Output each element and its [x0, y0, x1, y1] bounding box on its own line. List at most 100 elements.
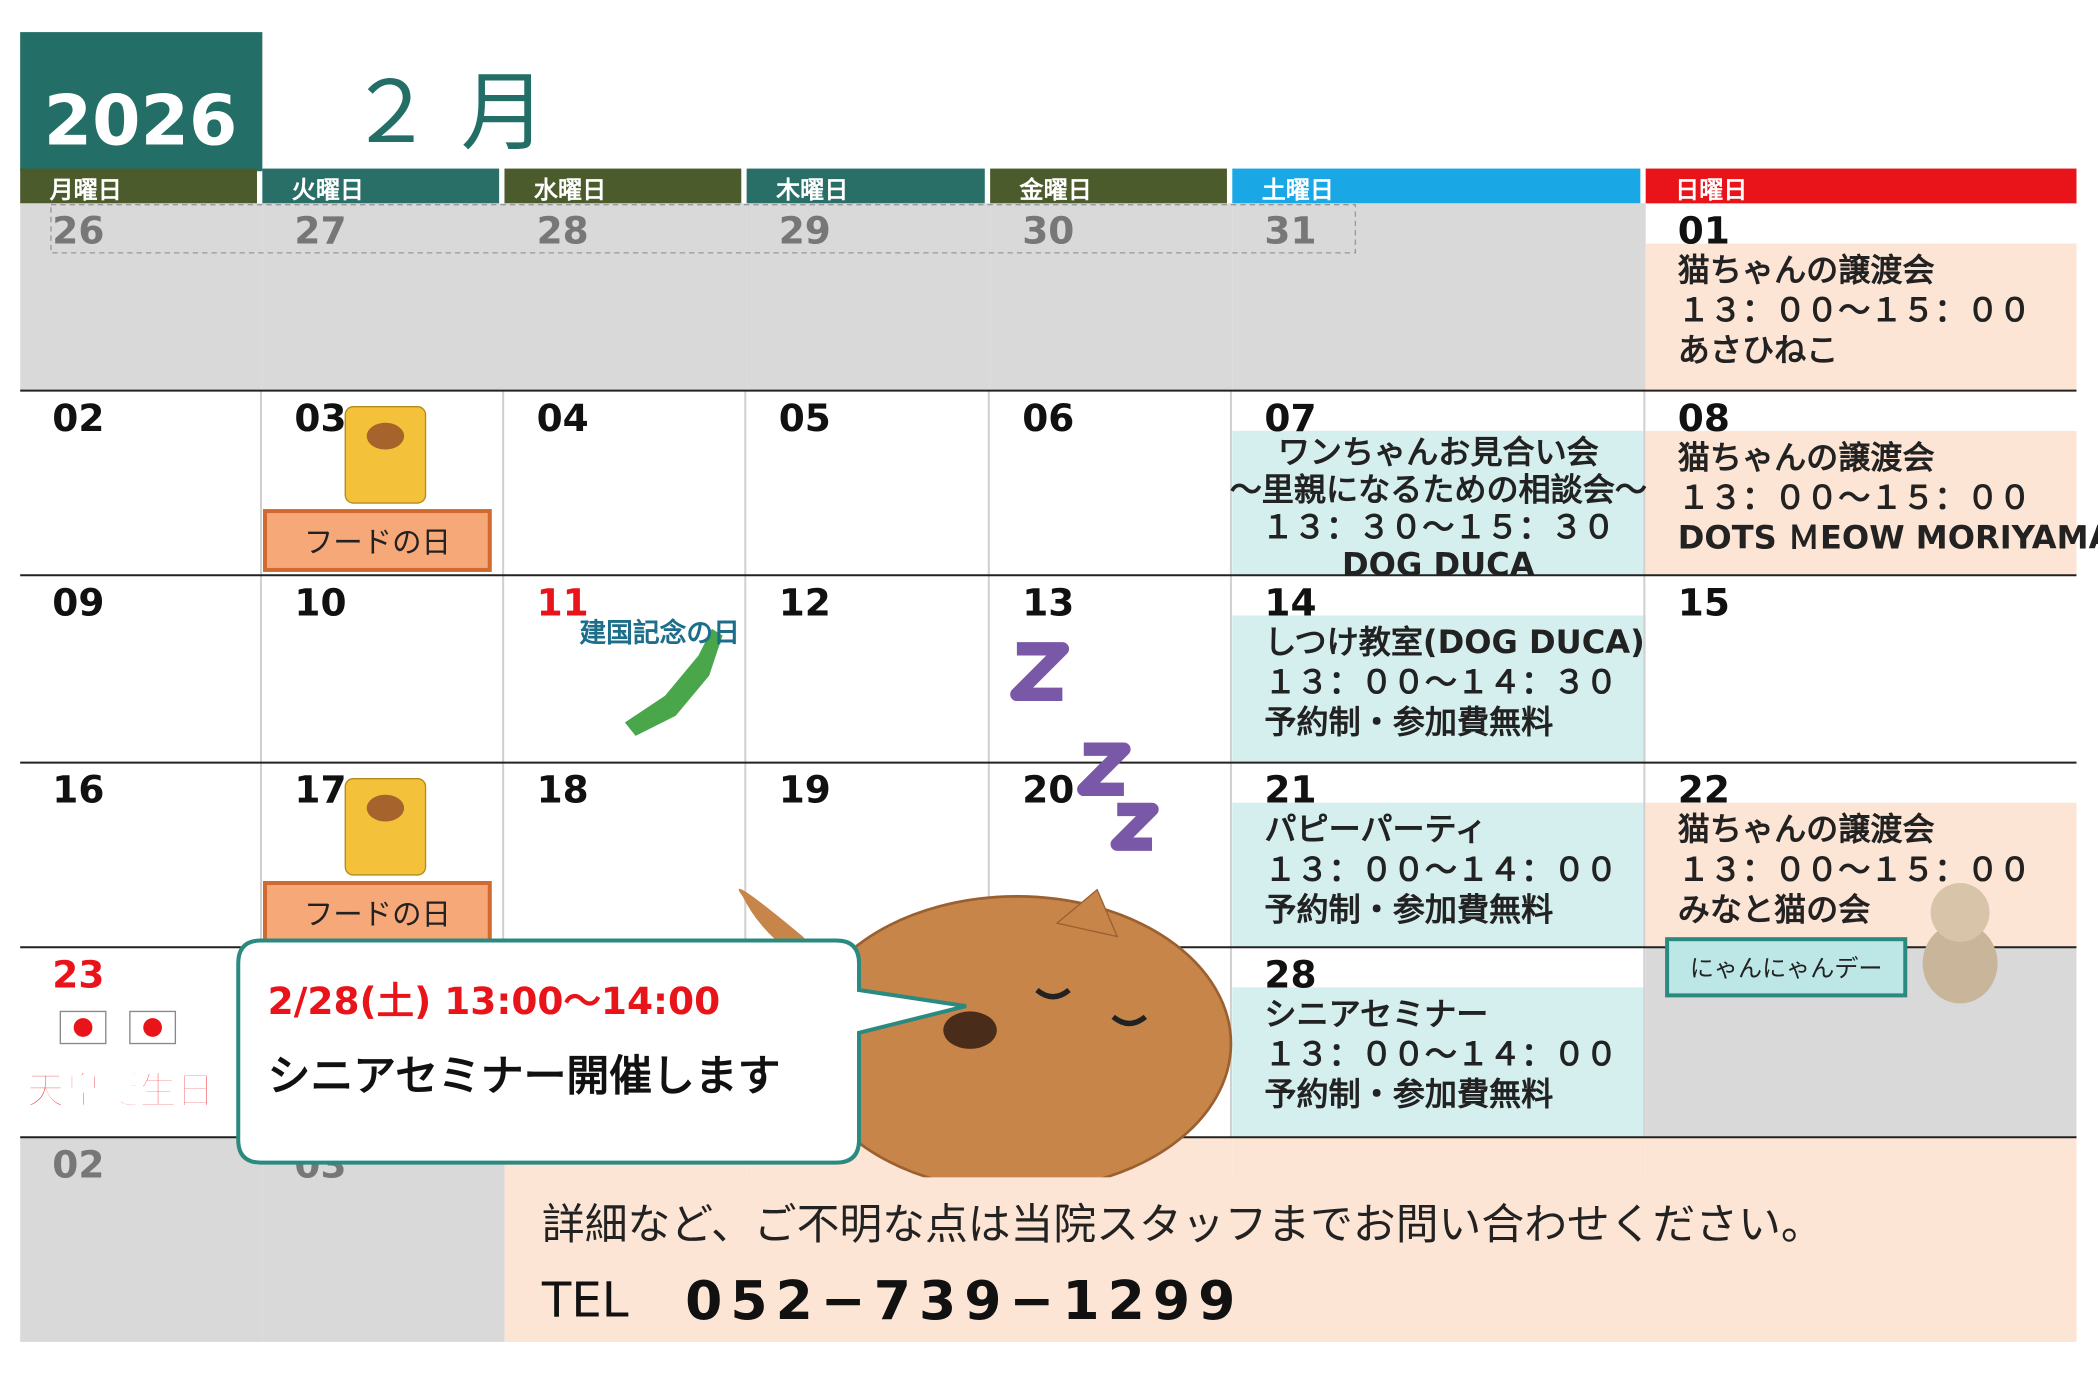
weekday-bar: [1645, 168, 2077, 204]
food-bag: [344, 777, 427, 876]
cell-bg: [262, 1137, 505, 1342]
day-number: 16: [52, 768, 104, 812]
day-number: 07: [1264, 396, 1316, 440]
weekday-bar: [990, 168, 1227, 204]
cell-bg: [20, 203, 263, 391]
event-line: １３：３０〜１５：３０: [1262, 508, 1615, 546]
day-number: 22: [1678, 768, 1730, 812]
day-number: 11: [537, 580, 589, 624]
weekday: 金曜日: [1019, 176, 1092, 204]
day-number: 10: [294, 580, 346, 624]
weekday-bar: [746, 168, 985, 204]
day-number: 17: [294, 768, 346, 812]
event-line: シニアセミナー: [1264, 995, 1488, 1033]
weekday: 水曜日: [534, 176, 606, 204]
event-bg: [1645, 802, 2077, 948]
event-line: 予約制・参加費無料: [1264, 890, 1553, 928]
weekday-bar: [504, 168, 742, 204]
japan-map: [624, 628, 723, 736]
event-line: 〜里親になるための相談会〜: [1230, 470, 1647, 508]
year-box: [20, 32, 263, 172]
dog-nose: [943, 1011, 997, 1049]
footer-note: 詳細など、ご不明な点は当院スタッフまでお問い合わせください。: [542, 1200, 1824, 1250]
cell-bg: [20, 1137, 263, 1342]
day-number: 09: [52, 580, 104, 624]
event-line: 予約制・参加費無料: [1264, 703, 1553, 741]
event-bg: [1232, 615, 1646, 763]
footer-bg: [504, 1177, 2077, 1342]
event-bg: [1232, 430, 1646, 576]
event-line: １３：００〜１４：３０: [1264, 663, 1617, 701]
day-number: 15: [1678, 580, 1730, 624]
flag-sun: [73, 1018, 93, 1037]
day-number: 20: [1022, 768, 1074, 812]
year: 2026: [44, 80, 238, 161]
event-line: みなと猫の会: [1678, 890, 1871, 928]
zzz: [1077, 742, 1131, 797]
day-number: 13: [1022, 580, 1074, 624]
selection: [50, 204, 1357, 254]
day-number: 26: [52, 208, 104, 252]
food-bag-dog: [366, 794, 405, 822]
dog-eye: [1035, 987, 1148, 1027]
weekday: 火曜日: [292, 176, 364, 204]
day-number: 02: [52, 1142, 104, 1186]
weekday: 木曜日: [775, 176, 848, 204]
weekday: 月曜日: [49, 176, 122, 204]
cell-bg: [990, 203, 1233, 391]
food-label-box: [262, 509, 492, 572]
weekday: 土曜日: [1262, 176, 1334, 204]
cell-bg: [262, 203, 505, 391]
food-label: フードの日: [304, 897, 451, 931]
event-line: 予約制・参加費無料: [1264, 1075, 1553, 1113]
cat-head: [1930, 882, 1990, 942]
event-line: しつけ教室(DOG DUCA): [1264, 623, 1644, 661]
event-line: １３：００〜１４：００: [1264, 850, 1617, 888]
badge-box: [1665, 937, 1908, 998]
event-line: 猫ちゃんの譲渡会: [1678, 810, 1935, 848]
day-number: 27: [294, 208, 346, 252]
day-number: 30: [1022, 208, 1074, 252]
day-number: 28: [537, 208, 589, 252]
event-line: ワンちゃんお見合い会: [1278, 433, 1599, 471]
day-number: 12: [779, 580, 831, 624]
event-line: １３：００〜１５：００: [1678, 291, 2031, 329]
event-bg: [1232, 987, 1646, 1138]
food-bag-dog: [366, 422, 405, 450]
cat: [1922, 923, 1998, 1004]
event-bg: [1645, 243, 2077, 391]
holiday-label: 建国記念の日: [579, 617, 740, 649]
day-number: 01: [1678, 208, 1730, 252]
event-bg: [1232, 802, 1646, 948]
day-number: 28: [1264, 952, 1316, 996]
day-number: 31: [1264, 208, 1316, 252]
event-line: パピーパーティ: [1264, 810, 1486, 848]
zzz: [1010, 642, 1070, 702]
day-number: 02: [52, 396, 104, 440]
day-number: 06: [1022, 396, 1074, 440]
month: ２ 月: [348, 64, 546, 163]
day-number: 03: [294, 396, 346, 440]
weekday-bar: [262, 168, 500, 204]
day-number: 14: [1264, 580, 1316, 624]
flag-sun: [143, 1018, 162, 1037]
day-number: 05: [779, 396, 831, 440]
day-number: 18: [537, 768, 589, 812]
event-line: DOTS ＭEOW MORIYAMA: [1678, 519, 2098, 557]
event-line: １３：００〜１５：００: [1678, 478, 2031, 516]
day-number: 19: [779, 768, 831, 812]
dog-ear: [1055, 888, 1119, 938]
event-line: 猫ちゃんの譲渡会: [1678, 251, 1935, 289]
callout-text: シニアセミナー開催します: [268, 1051, 781, 1101]
holiday-label: 天皇誕生日: [27, 1069, 214, 1113]
weekday-bar: [1232, 168, 1641, 204]
cell-bg: [1232, 203, 1646, 391]
event-line: DOG DUCA: [1342, 545, 1535, 583]
day-number: 04: [537, 396, 589, 440]
dog-body: [801, 895, 1233, 1193]
event-line: あさひねこ: [1678, 331, 1838, 369]
tel: 052−739−1299: [685, 1269, 1243, 1332]
day-number: 23: [52, 952, 104, 996]
tel-label: TEL: [541, 1272, 629, 1328]
